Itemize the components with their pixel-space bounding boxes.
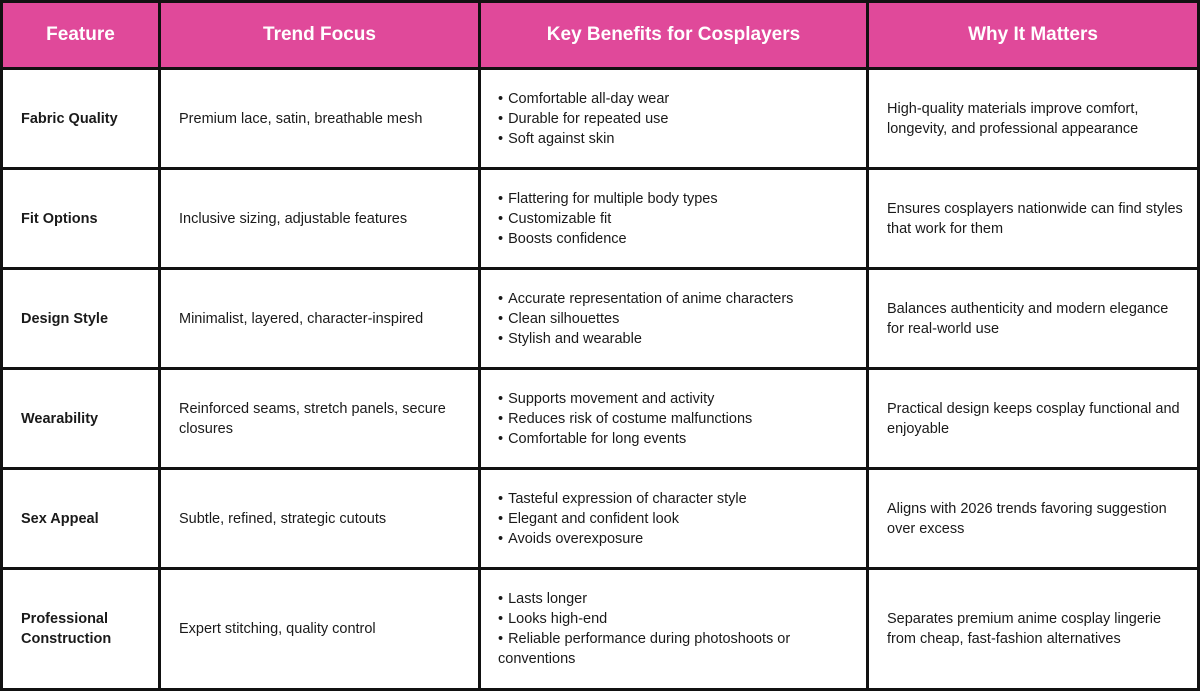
row-benefits: Accurate representation of anime charact… xyxy=(481,270,866,367)
row-benefits: Lasts longer Looks high-end Reliable per… xyxy=(481,570,866,688)
benefit-item: Reduces risk of costume malfunctions xyxy=(498,409,752,429)
row-trend: Inclusive sizing, adjustable features xyxy=(161,170,478,267)
row-why: High-quality materials improve comfort, … xyxy=(869,70,1197,167)
row-trend: Expert stitching, quality control xyxy=(161,570,478,688)
row-trend: Reinforced seams, stretch panels, secure… xyxy=(161,370,478,467)
header-feature: Feature xyxy=(3,3,158,67)
benefit-item: Soft against skin xyxy=(498,129,669,149)
benefit-item: Durable for repeated use xyxy=(498,109,669,129)
row-feature: Fit Options xyxy=(3,170,158,267)
benefit-item: Boosts confidence xyxy=(498,229,718,249)
benefit-item: Reliable performance during photoshoots … xyxy=(498,629,856,669)
benefit-item: Avoids overexposure xyxy=(498,529,747,549)
benefits-list: Accurate representation of anime charact… xyxy=(498,289,793,349)
benefit-item: Stylish and wearable xyxy=(498,329,793,349)
row-why: Ensures cosplayers nationwide can find s… xyxy=(869,170,1197,267)
row-trend: Premium lace, satin, breathable mesh xyxy=(161,70,478,167)
row-trend: Minimalist, layered, character-inspired xyxy=(161,270,478,367)
header-why-it-matters: Why It Matters xyxy=(869,3,1197,67)
row-why: Balances authenticity and modern eleganc… xyxy=(869,270,1197,367)
header-key-benefits: Key Benefits for Cosplayers xyxy=(481,3,866,67)
row-benefits: Flattering for multiple body types Custo… xyxy=(481,170,866,267)
benefit-item: Elegant and confident look xyxy=(498,509,747,529)
benefits-list: Flattering for multiple body types Custo… xyxy=(498,189,718,249)
row-feature: Sex Appeal xyxy=(3,470,158,567)
row-why: Aligns with 2026 trends favoring suggest… xyxy=(869,470,1197,567)
row-benefits: Tasteful expression of character style E… xyxy=(481,470,866,567)
row-feature: Wearability xyxy=(3,370,158,467)
row-benefits: Supports movement and activity Reduces r… xyxy=(481,370,866,467)
benefits-list: Tasteful expression of character style E… xyxy=(498,489,747,549)
benefit-item: Clean silhouettes xyxy=(498,309,793,329)
benefit-item: Accurate representation of anime charact… xyxy=(498,289,793,309)
benefit-item: Flattering for multiple body types xyxy=(498,189,718,209)
benefit-item: Comfortable for long events xyxy=(498,429,752,449)
benefit-item: Tasteful expression of character style xyxy=(498,489,747,509)
benefits-list: Lasts longer Looks high-end Reliable per… xyxy=(498,589,856,669)
benefits-list: Comfortable all-day wear Durable for rep… xyxy=(498,89,669,149)
row-trend: Subtle, refined, strategic cutouts xyxy=(161,470,478,567)
header-trend-focus: Trend Focus xyxy=(161,3,478,67)
benefit-item: Lasts longer xyxy=(498,589,856,609)
benefit-item: Looks high-end xyxy=(498,609,856,629)
benefits-list: Supports movement and activity Reduces r… xyxy=(498,389,752,449)
row-why: Separates premium anime cosplay lingerie… xyxy=(869,570,1197,688)
row-why: Practical design keeps cosplay functiona… xyxy=(869,370,1197,467)
row-feature: Design Style xyxy=(3,270,158,367)
benefit-item: Comfortable all-day wear xyxy=(498,89,669,109)
benefit-item: Customizable fit xyxy=(498,209,718,229)
row-benefits: Comfortable all-day wear Durable for rep… xyxy=(481,70,866,167)
row-feature: Fabric Quality xyxy=(3,70,158,167)
benefit-item: Supports movement and activity xyxy=(498,389,752,409)
row-feature: Professional Construction xyxy=(3,570,158,688)
